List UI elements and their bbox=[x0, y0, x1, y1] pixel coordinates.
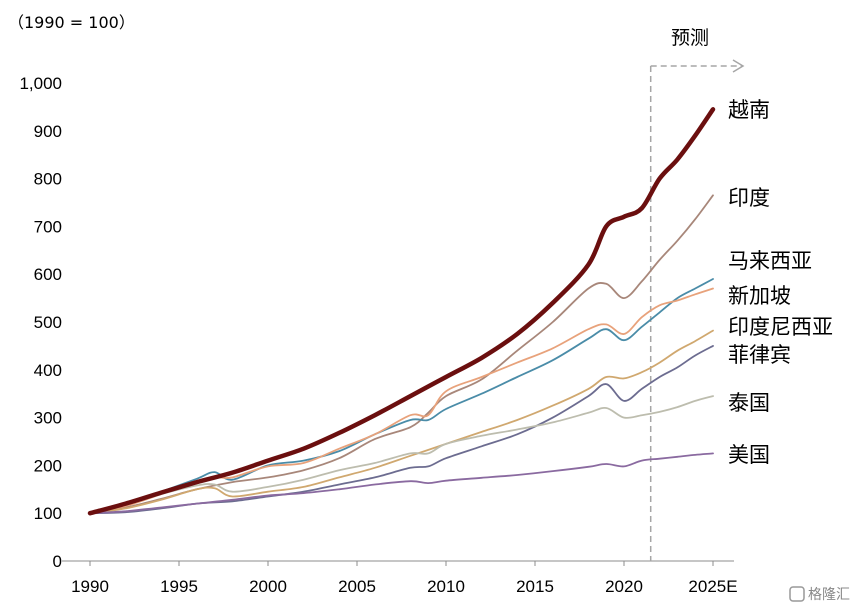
y-tick-label: 600 bbox=[34, 265, 62, 284]
x-tick-label: 2015 bbox=[516, 577, 554, 596]
watermark: 格隆汇 bbox=[789, 586, 850, 603]
series-label-越南: 越南 bbox=[728, 98, 770, 122]
series-label-新加坡: 新加坡 bbox=[728, 284, 791, 308]
y-tick-label: 700 bbox=[34, 217, 62, 236]
y-axis-ticks: 0 100 200 300 400 500 600 700 800 900 1,000 bbox=[19, 74, 62, 571]
x-tick-label: 2010 bbox=[427, 577, 465, 596]
series-line-菲律宾 bbox=[89, 345, 714, 515]
y-tick-label: 400 bbox=[34, 361, 62, 380]
watermark-text: 格隆汇 bbox=[808, 587, 850, 603]
x-axis-ticks: 1990 1995 2000 2005 2010 2015 2020 2025E bbox=[71, 561, 738, 596]
series-line-马来西亚 bbox=[89, 278, 714, 515]
series-label-美国: 美国 bbox=[728, 443, 770, 467]
x-tick-label: 2005 bbox=[338, 577, 376, 596]
series-label-泰国: 泰国 bbox=[728, 391, 770, 415]
series-label-马来西亚: 马来西亚 bbox=[728, 249, 812, 273]
forecast-label: 预测 bbox=[671, 27, 709, 49]
series-line-美国 bbox=[89, 452, 714, 515]
series-line-印度 bbox=[89, 194, 714, 515]
x-tick-label: 2020 bbox=[605, 577, 643, 596]
y-tick-label: 100 bbox=[34, 504, 62, 523]
series-line-泰国 bbox=[89, 395, 714, 515]
x-tick-label: 1990 bbox=[71, 577, 109, 596]
y-tick-label: 0 bbox=[53, 552, 62, 571]
watermark-logo-icon bbox=[789, 586, 805, 602]
series-label-印度: 印度 bbox=[728, 186, 770, 210]
y-tick-label: 300 bbox=[34, 409, 62, 428]
series-label-菲律宾: 菲律宾 bbox=[728, 343, 791, 367]
y-tick-label: 900 bbox=[34, 122, 62, 141]
y-tick-label: 1,000 bbox=[19, 74, 62, 93]
y-tick-label: 800 bbox=[34, 170, 62, 189]
forecast-marker: 预测 bbox=[649, 27, 745, 561]
series-label-印度尼西亚: 印度尼西亚 bbox=[728, 315, 833, 339]
series-lines bbox=[87, 107, 716, 516]
y-tick-label: 500 bbox=[34, 313, 62, 332]
y-tick-label: 200 bbox=[34, 456, 62, 475]
x-tick-label: 2025E bbox=[688, 577, 737, 596]
forecast-arrow-icon bbox=[732, 59, 745, 73]
index-note: （1990 = 100） bbox=[8, 13, 135, 32]
series-line-越南 bbox=[87, 107, 716, 516]
x-tick-label: 2000 bbox=[249, 577, 287, 596]
x-tick-label: 1995 bbox=[160, 577, 198, 596]
